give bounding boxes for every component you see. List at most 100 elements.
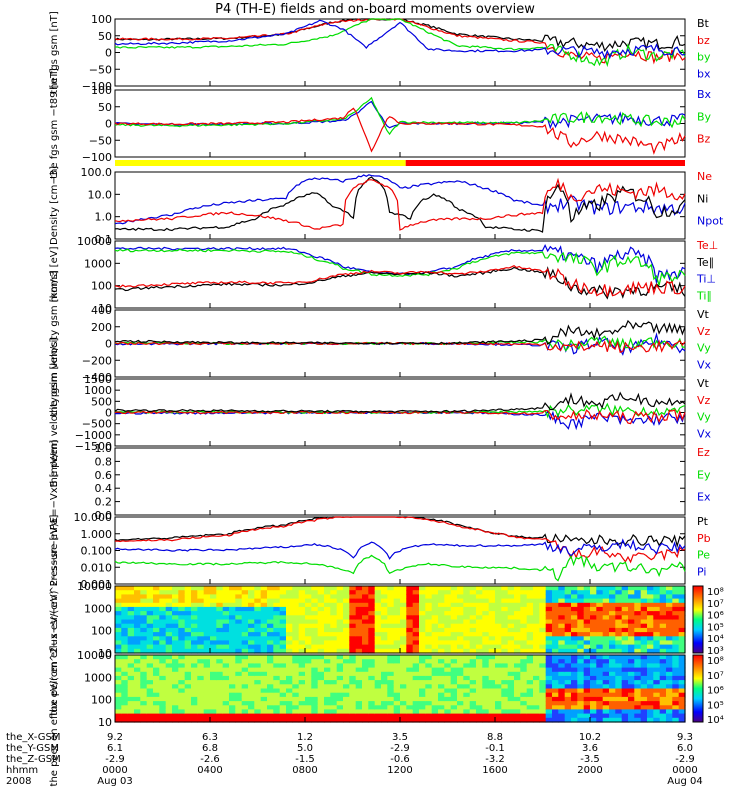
heatmap-cell bbox=[526, 606, 534, 612]
heatmap-cell bbox=[590, 684, 597, 690]
heatmap-cell bbox=[583, 713, 591, 719]
heatmap-cell bbox=[444, 705, 452, 711]
heatmap-cell bbox=[615, 655, 623, 660]
y-axis-label: mom3 [eV] bbox=[49, 246, 60, 302]
heatmap-cell bbox=[678, 594, 686, 600]
heatmap-cell bbox=[444, 619, 452, 625]
heatmap-cell bbox=[153, 667, 160, 673]
heatmap-cell bbox=[343, 640, 350, 646]
heatmap-cell bbox=[172, 611, 179, 616]
heatmap-cell bbox=[628, 615, 635, 621]
heatmap-cell bbox=[191, 598, 198, 604]
heatmap-cell bbox=[216, 688, 224, 694]
heatmap-cell bbox=[336, 675, 344, 681]
heatmap-cell bbox=[438, 586, 445, 591]
heatmap-cell bbox=[374, 684, 382, 690]
heatmap-cell bbox=[305, 623, 312, 629]
heatmap-cell bbox=[507, 627, 515, 633]
heatmap-cell bbox=[482, 713, 490, 719]
heatmap-cell bbox=[520, 680, 528, 685]
heatmap-cell bbox=[229, 684, 236, 690]
heatmap-cell bbox=[368, 623, 376, 629]
heatmap-cell bbox=[241, 696, 249, 702]
heatmap-cell bbox=[482, 632, 490, 637]
heatmap-cell bbox=[482, 611, 490, 616]
heatmap-cell bbox=[165, 611, 173, 616]
heatmap-cell bbox=[134, 675, 141, 681]
heatmap-cell bbox=[590, 611, 597, 616]
heatmap-cell bbox=[501, 713, 509, 719]
heatmap-cell bbox=[362, 602, 369, 608]
heatmap-cell bbox=[571, 680, 578, 685]
heatmap-cell bbox=[640, 623, 648, 629]
heatmap-cell bbox=[552, 586, 559, 591]
heatmap-cell bbox=[552, 606, 559, 612]
heatmap-cell bbox=[545, 594, 553, 600]
heatmap-cell bbox=[355, 667, 363, 673]
heatmap-cell bbox=[539, 659, 547, 664]
heatmap-cell bbox=[501, 667, 509, 673]
heatmap-cell bbox=[653, 586, 661, 591]
heatmap-cell bbox=[596, 602, 604, 608]
heatmap-cell bbox=[229, 611, 236, 616]
heatmap-cell bbox=[229, 675, 236, 681]
heatmap-cell bbox=[349, 709, 357, 715]
heatmap-cell bbox=[178, 590, 186, 595]
heatmap-cell bbox=[248, 632, 255, 637]
heatmap-cell bbox=[571, 640, 578, 646]
heatmap-cell bbox=[539, 701, 547, 706]
heatmap-cell bbox=[374, 632, 382, 637]
series-line-pb bbox=[114, 516, 686, 564]
heatmap-cell bbox=[279, 692, 287, 698]
heatmap-cell bbox=[127, 692, 135, 698]
heatmap-cell bbox=[254, 717, 262, 723]
series-line-pe bbox=[114, 554, 686, 582]
heatmap-cell bbox=[222, 619, 230, 625]
heatmap-cell bbox=[444, 640, 452, 646]
heatmap-cell bbox=[146, 655, 154, 660]
heatmap-cell bbox=[374, 611, 382, 616]
heatmap-cell bbox=[203, 644, 211, 650]
heatmap-cell bbox=[609, 615, 616, 621]
heatmap-cell bbox=[229, 671, 236, 677]
heatmap-cell bbox=[539, 590, 547, 595]
heatmap-cell bbox=[571, 684, 578, 690]
heatmap-cell bbox=[165, 602, 173, 608]
heatmap-cell bbox=[602, 675, 610, 681]
heatmap-cell bbox=[558, 636, 566, 642]
legend-entry: Ti∥ bbox=[696, 289, 712, 302]
heatmap-cell bbox=[545, 602, 553, 608]
heatmap-cell bbox=[298, 713, 306, 719]
heatmap-cell bbox=[647, 623, 654, 629]
heatmap-cell bbox=[450, 602, 458, 608]
heatmap-cell bbox=[514, 709, 521, 715]
heatmap-cell bbox=[298, 705, 306, 711]
heatmap-cell bbox=[571, 671, 578, 677]
heatmap-cell bbox=[609, 611, 616, 616]
heatmap-cell bbox=[374, 648, 382, 654]
heatmap-cell bbox=[115, 636, 122, 642]
heatmap-cell bbox=[393, 692, 401, 698]
heatmap-cell bbox=[507, 696, 515, 702]
heatmap-cell bbox=[222, 598, 230, 604]
heatmap-cell bbox=[134, 680, 141, 685]
heatmap-cell bbox=[229, 644, 236, 650]
heatmap-cell bbox=[533, 667, 540, 673]
heatmap-cell bbox=[412, 640, 420, 646]
heatmap-cell bbox=[393, 659, 401, 664]
heatmap-cell bbox=[583, 688, 591, 694]
heatmap-cell bbox=[267, 696, 274, 702]
heatmap-cell bbox=[596, 696, 604, 702]
heatmap-cell bbox=[571, 632, 578, 637]
heatmap-cell bbox=[621, 675, 629, 681]
heatmap-cell bbox=[235, 680, 243, 685]
heatmap-cell bbox=[457, 709, 464, 715]
heatmap-cell bbox=[210, 663, 217, 669]
heatmap-cell bbox=[298, 602, 306, 608]
heatmap-cell bbox=[343, 701, 350, 706]
heatmap-cell bbox=[191, 611, 198, 616]
heatmap-cell bbox=[564, 659, 572, 664]
heatmap-cell bbox=[381, 619, 388, 625]
heatmap-cell bbox=[438, 684, 445, 690]
heatmap-cell bbox=[640, 602, 648, 608]
